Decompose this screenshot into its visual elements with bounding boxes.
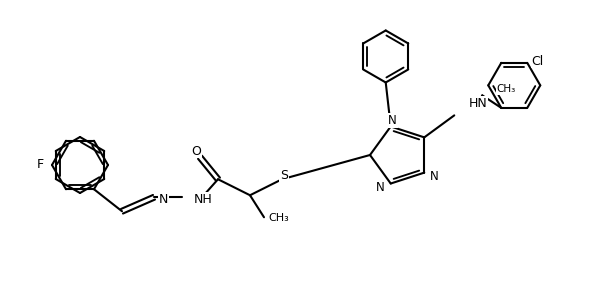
Text: N: N xyxy=(159,193,169,206)
Text: N: N xyxy=(376,181,385,194)
Text: CH₃: CH₃ xyxy=(268,213,289,223)
Text: N: N xyxy=(388,114,397,127)
Text: N: N xyxy=(430,170,439,183)
Text: O: O xyxy=(191,145,201,158)
Text: NH: NH xyxy=(194,193,213,206)
Text: S: S xyxy=(280,169,288,182)
Text: F: F xyxy=(37,158,44,171)
Text: HN: HN xyxy=(468,97,487,110)
Text: Cl: Cl xyxy=(531,55,544,68)
Text: CH₃: CH₃ xyxy=(496,84,515,94)
